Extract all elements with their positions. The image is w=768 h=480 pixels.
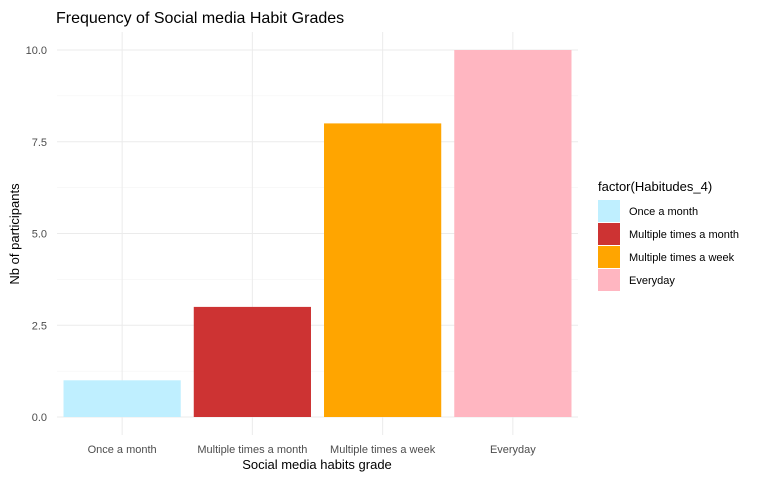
legend-key [598, 246, 620, 268]
chart-title: Frequency of Social media Habit Grades [56, 10, 344, 27]
y-axis-title: Nb of participants [7, 183, 22, 285]
y-tick-label: 10.0 [26, 45, 47, 57]
y-axis-ticks: 0.0 2.5 5.0 7.5 10.0 [26, 45, 47, 424]
legend-label: Everyday [629, 275, 675, 287]
bar [193, 306, 311, 417]
legend-title: factor(Habitudes_4) [598, 179, 712, 194]
x-tick-label: Everyday [490, 444, 536, 456]
x-tick-label: Multiple times a month [197, 444, 307, 456]
bars [63, 50, 572, 418]
x-tick-label: Multiple times a week [330, 444, 436, 456]
y-tick-label: 7.5 [32, 137, 47, 149]
y-tick-label: 2.5 [32, 320, 47, 332]
x-axis-ticks: Once a month Multiple times a month Multip… [88, 444, 537, 456]
legend-label: Multiple times a month [629, 229, 739, 241]
legend-key [598, 223, 620, 245]
bar [324, 123, 442, 418]
legend-key [598, 200, 620, 222]
legend-label: Once a month [629, 206, 698, 218]
y-tick-label: 5.0 [32, 229, 47, 241]
legend: factor(Habitudes_4) Once a month Multiple… [598, 179, 739, 291]
bar [63, 380, 181, 417]
x-axis-title: Social media habits grade [242, 457, 392, 472]
legend-key [598, 269, 620, 291]
y-tick-label: 0.0 [32, 412, 47, 424]
legend-label: Multiple times a week [629, 252, 735, 264]
x-tick-label: Once a month [88, 444, 157, 456]
bar [454, 50, 572, 417]
